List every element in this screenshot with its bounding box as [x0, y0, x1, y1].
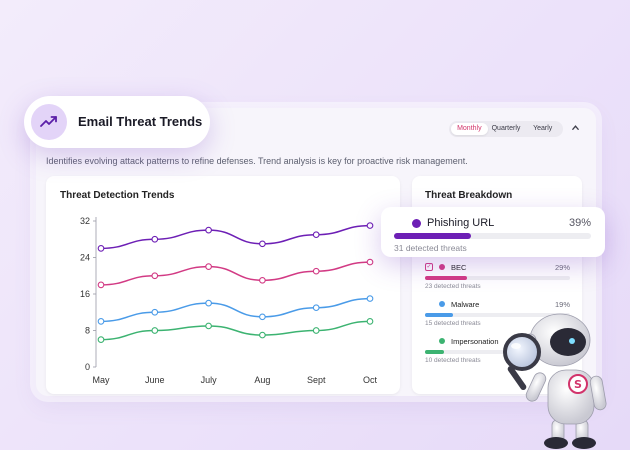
highlight-progress-fill: [394, 233, 471, 239]
tab-yearly[interactable]: Yearly: [533, 125, 553, 132]
data-point: [312, 327, 320, 334]
data-point: [205, 263, 212, 270]
data-point: [259, 331, 266, 339]
data-point: [97, 336, 105, 343]
highlight-percent: 39%: [568, 217, 591, 229]
item-name: Impersonation: [451, 336, 499, 346]
tab-quarterly[interactable]: Quarterly: [491, 125, 521, 132]
breakdown-item-impersonation[interactable]: Impersonation 10 detected threats: [425, 336, 570, 364]
color-dot-icon: [439, 338, 445, 344]
item-name: BEC: [451, 262, 467, 272]
progress-fill: [425, 276, 468, 280]
title-pill: Email Threat Trends: [24, 96, 210, 148]
x-tick-label: June: [145, 375, 165, 385]
series-line-1: [100, 261, 371, 286]
item-percent: 29%: [554, 262, 570, 272]
x-tick-label: Oct: [363, 375, 378, 385]
y-tick-label: 16: [80, 289, 90, 299]
progress-fill: [425, 350, 444, 354]
progress-track: [425, 313, 570, 317]
highlight-progress-track: [394, 233, 591, 239]
x-tick-label: May: [92, 375, 110, 385]
data-point: [151, 327, 159, 334]
highlight-detected-count: 31 detected threats: [394, 243, 467, 253]
data-point: [259, 313, 266, 321]
data-point: [205, 226, 212, 234]
data-point: [205, 299, 212, 307]
phishing-url-highlight-card[interactable]: Phishing URL 39% 31 detected threats: [381, 207, 605, 257]
data-point: [259, 276, 266, 284]
chart-title: Threat Detection Trends: [60, 190, 175, 201]
page-title: Email Threat Trends: [78, 114, 203, 129]
y-tick-label: 24: [80, 253, 90, 263]
tab-monthly[interactable]: Monthly: [451, 123, 488, 135]
data-point: [312, 304, 320, 312]
data-point: [97, 281, 105, 289]
y-tick-label: 8: [85, 326, 90, 336]
progress-track: [425, 350, 570, 354]
progress-track: [425, 276, 570, 280]
data-point: [151, 308, 159, 316]
item-percent: 19%: [554, 299, 570, 309]
breakdown-item-malware[interactable]: Malware 19% 15 detected threats: [425, 299, 570, 327]
data-point: [312, 231, 320, 239]
data-point: [97, 318, 105, 325]
item-name: Malware: [451, 299, 480, 309]
breakdown-title: Threat Breakdown: [425, 190, 513, 201]
data-point: [151, 272, 159, 280]
collapse-button[interactable]: [566, 120, 584, 138]
x-tick-label: Aug: [254, 375, 270, 385]
threat-detection-chart-panel: Threat Detection Trends 0 8 16 24 32 May June J…: [46, 176, 400, 394]
color-dot-icon: [439, 264, 445, 270]
item-detected-count: 15 detected threats: [425, 320, 481, 327]
y-tick-label: 0: [85, 362, 90, 372]
data-point: [366, 258, 374, 266]
trend-up-icon: [31, 104, 67, 140]
card-description: Identifies evolving attack patterns to r…: [46, 156, 468, 166]
color-dot-icon: [439, 301, 445, 307]
color-dot-icon: [412, 219, 421, 228]
data-point: [97, 245, 105, 252]
series-line-0: [100, 224, 371, 250]
y-tick-label: 32: [80, 216, 90, 226]
progress-fill: [425, 313, 453, 317]
item-detected-count: 10 detected threats: [425, 357, 481, 364]
highlight-name: Phishing URL: [427, 217, 495, 229]
series-line-3: [100, 320, 371, 341]
badge-letter: S: [574, 378, 582, 391]
data-point: [312, 267, 320, 275]
data-point: [205, 322, 212, 330]
x-tick-label: Sept: [307, 375, 326, 385]
data-point: [366, 318, 374, 325]
line-chart: 0 8 16 24 32 May June July Aug Sept Oct: [80, 216, 378, 385]
data-point: [259, 240, 266, 248]
robot-detective-icon: S: [503, 313, 607, 449]
breakdown-item-bec[interactable]: ✓ BEC 29% 23 detected threats: [425, 262, 570, 290]
period-selector: Monthly Quarterly Yearly: [449, 121, 563, 137]
x-tick-label: July: [201, 375, 218, 385]
data-point: [151, 235, 159, 243]
chevron-up-icon: [571, 125, 579, 130]
checkbox-checked-icon[interactable]: ✓: [425, 263, 433, 271]
item-detected-count: 23 detected threats: [425, 283, 481, 290]
data-point: [366, 295, 374, 302]
series-line-2: [100, 297, 371, 323]
data-point: [366, 222, 374, 229]
